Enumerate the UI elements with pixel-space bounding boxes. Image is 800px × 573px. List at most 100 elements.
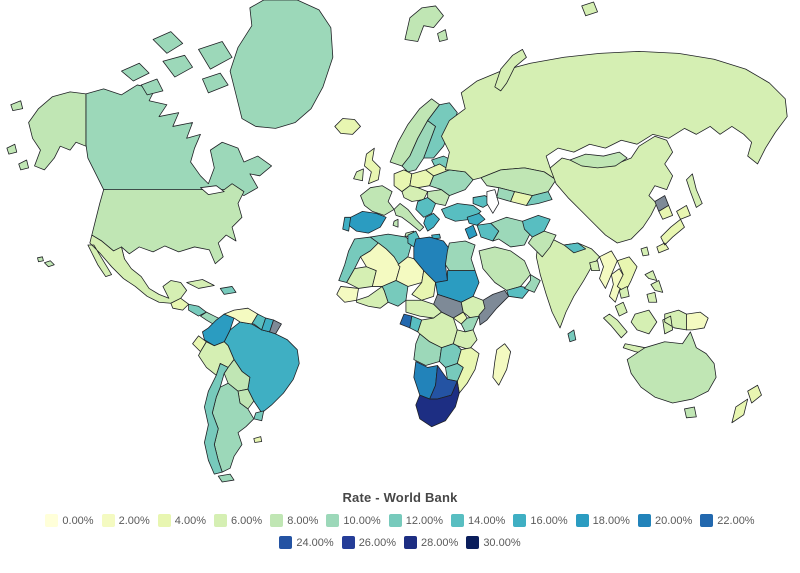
country-nigeria[interactable] [381, 280, 409, 307]
country-cuba[interactable] [186, 279, 215, 289]
legend-title: Rate - World Bank [342, 490, 458, 505]
country-greenland[interactable] [229, 0, 334, 129]
country-colombia[interactable] [202, 313, 235, 347]
country-canada[interactable] [85, 84, 272, 196]
country-taiwan[interactable] [640, 246, 650, 257]
country-iceland[interactable] [334, 118, 361, 135]
legend-label: 8.00% [287, 514, 319, 527]
legend-item[interactable]: 2.00% [101, 514, 150, 527]
legend-swatch [404, 536, 417, 549]
country-ireland[interactable] [353, 168, 364, 182]
legend-item[interactable]: 28.00% [404, 536, 458, 549]
legend-label: 2.00% [118, 514, 150, 527]
country-yemen[interactable] [506, 286, 531, 299]
legend-label: 12.00% [405, 514, 444, 527]
country-angola[interactable] [413, 333, 442, 366]
legend-swatch [326, 514, 340, 527]
country-french-guiana[interactable] [269, 319, 282, 335]
country-mali[interactable] [360, 242, 401, 287]
country-papua-new-guinea[interactable] [686, 311, 709, 331]
novaya-zemlya[interactable] [494, 48, 527, 92]
country-mongolia[interactable] [569, 151, 628, 169]
country-iran[interactable] [490, 216, 531, 248]
country-nepal[interactable] [563, 242, 587, 254]
legend-item[interactable]: 30.00% [466, 536, 521, 549]
country-zimbabwe[interactable] [445, 363, 464, 382]
country-china[interactable] [549, 135, 674, 244]
legend-label: 18.00% [592, 514, 630, 527]
legend-item[interactable]: 12.00% [388, 514, 444, 527]
legend-item[interactable]: 22.00% [700, 514, 755, 527]
legend-label: 4.00% [174, 514, 206, 527]
country-mexico[interactable] [87, 234, 188, 304]
country-south-africa[interactable] [415, 380, 460, 428]
legend-item[interactable]: 14.00% [451, 514, 505, 527]
legend-label: 14.00% [468, 514, 506, 527]
country-uruguay[interactable] [253, 410, 265, 422]
country-canada-arctic-islands[interactable] [121, 31, 259, 96]
legend-label: 20.00% [654, 514, 693, 527]
country-oman[interactable] [524, 274, 541, 293]
country-madagascar[interactable] [492, 343, 512, 386]
country-south-korea[interactable] [658, 205, 674, 220]
legend-item[interactable]: 4.00% [157, 514, 206, 527]
country-chile[interactable] [204, 363, 229, 475]
legend-label: 22.00% [717, 514, 755, 527]
country-philippines[interactable] [644, 270, 664, 303]
country-cambodia[interactable] [618, 286, 630, 299]
country-central-europe[interactable] [401, 185, 429, 202]
legend-swatch [101, 514, 115, 527]
country-portugal[interactable] [342, 216, 352, 232]
country-syria[interactable] [466, 212, 486, 226]
great-lakes [200, 185, 225, 195]
country-myanmar[interactable] [599, 250, 618, 289]
legend-item[interactable]: 6.00% [214, 514, 262, 527]
country-france[interactable] [360, 185, 395, 216]
legend-swatch [341, 536, 355, 549]
country-egypt[interactable] [445, 240, 476, 272]
country-greece[interactable] [423, 212, 441, 240]
legend-swatch [157, 514, 171, 527]
country-honduras-nicaragua[interactable] [188, 303, 207, 317]
legend-item[interactable]: 10.00% [326, 514, 381, 527]
country-pakistan[interactable] [528, 230, 557, 258]
country-uk[interactable] [364, 147, 381, 185]
country-thailand[interactable] [609, 268, 626, 303]
country-malaysia[interactable] [614, 301, 628, 317]
legend-item[interactable]: 0.00% [45, 514, 94, 527]
country-alaska[interactable] [6, 91, 87, 171]
legend-item[interactable]: 16.00% [513, 514, 568, 527]
country-somalia[interactable] [478, 290, 510, 326]
country-sri-lanka[interactable] [567, 329, 577, 343]
country-spain[interactable] [348, 210, 387, 234]
legend-item[interactable]: 18.00% [575, 514, 630, 527]
country-guatemala[interactable] [170, 297, 190, 311]
country-new-zealand[interactable] [731, 384, 762, 424]
falkland-islands[interactable] [253, 436, 263, 443]
country-kyrgyz-tajik[interactable] [526, 191, 553, 206]
country-vietnam-laos[interactable] [616, 256, 638, 293]
legend-swatch [279, 536, 293, 549]
country-jordan-israel[interactable] [464, 224, 478, 240]
franz-josef-land[interactable] [581, 1, 598, 17]
country-usa[interactable] [37, 183, 245, 268]
country-finland[interactable] [423, 102, 458, 159]
country-kenya[interactable] [460, 315, 480, 333]
country-saudi-arabia[interactable] [478, 246, 531, 291]
country-japan[interactable] [656, 205, 691, 254]
country-hispaniola[interactable] [219, 286, 237, 295]
country-guyana[interactable] [251, 313, 267, 331]
legend-items: 0.00% 2.00% 4.00% 6.00% [12, 514, 788, 549]
legend-item[interactable]: 26.00% [341, 536, 396, 549]
legend-item[interactable]: 20.00% [637, 514, 693, 527]
legend-item[interactable]: 8.00% [270, 514, 318, 527]
legend-item[interactable]: 24.00% [279, 536, 334, 549]
country-bangladesh[interactable] [589, 260, 600, 272]
legend-label: 28.00% [421, 536, 459, 549]
svalbard-islands[interactable] [404, 5, 448, 42]
country-senegal-guinea[interactable] [336, 286, 359, 303]
country-west-africa[interactable] [356, 286, 389, 309]
legend-swatch [466, 536, 480, 549]
country-australia[interactable] [626, 331, 717, 419]
